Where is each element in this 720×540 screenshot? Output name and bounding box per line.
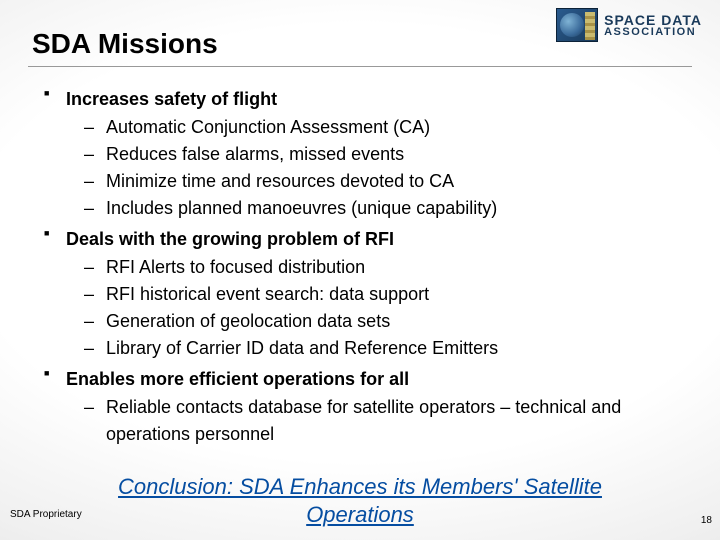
sub-item: Automatic Conjunction Assessment (CA)	[84, 114, 692, 141]
logo-text: SPACE DATA ASSOCIATION	[604, 13, 702, 38]
footer-left: SDA Proprietary	[10, 509, 82, 520]
sub-item: Reliable contacts database for satellite…	[84, 394, 692, 448]
sub-list: RFI Alerts to focused distribution RFI h…	[84, 254, 692, 362]
logo-line2: ASSOCIATION	[604, 27, 702, 38]
sub-item: Includes planned manoeuvres (unique capa…	[84, 195, 692, 222]
sub-item: Reduces false alarms, missed events	[84, 141, 692, 168]
conclusion: Conclusion: SDA Enhances its Members' Sa…	[0, 473, 720, 528]
page-number: 18	[701, 515, 712, 526]
sub-list: Reliable contacts database for satellite…	[84, 394, 692, 448]
bullet-header: Increases safety of flight	[66, 86, 692, 112]
title-rule	[28, 66, 692, 67]
slide: SPACE DATA ASSOCIATION SDA Missions Incr…	[0, 0, 720, 540]
bullet-item: Increases safety of flight Automatic Con…	[44, 86, 692, 222]
bullet-item: Enables more efficient operations for al…	[44, 366, 692, 448]
logo: SPACE DATA ASSOCIATION	[556, 8, 702, 42]
sub-item: Library of Carrier ID data and Reference…	[84, 335, 692, 362]
bullet-list: Increases safety of flight Automatic Con…	[44, 86, 692, 448]
logo-line1: SPACE DATA	[604, 13, 702, 27]
content: Increases safety of flight Automatic Con…	[44, 86, 692, 452]
bullet-item: Deals with the growing problem of RFI RF…	[44, 226, 692, 362]
bullet-header: Deals with the growing problem of RFI	[66, 226, 692, 252]
sub-item: Minimize time and resources devoted to C…	[84, 168, 692, 195]
globe-icon	[556, 8, 598, 42]
bullet-header: Enables more efficient operations for al…	[66, 366, 692, 392]
sub-list: Automatic Conjunction Assessment (CA) Re…	[84, 114, 692, 222]
sub-item: RFI Alerts to focused distribution	[84, 254, 692, 281]
sub-item: Generation of geolocation data sets	[84, 308, 692, 335]
sub-item: RFI historical event search: data suppor…	[84, 281, 692, 308]
page-title: SDA Missions	[32, 28, 218, 60]
